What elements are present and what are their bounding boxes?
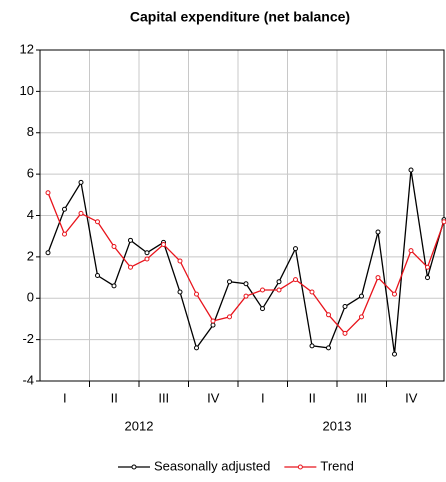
quarter-label: I (63, 390, 67, 405)
point (194, 291, 199, 297)
point (359, 293, 364, 299)
point (78, 210, 84, 216)
point (243, 293, 249, 299)
point (227, 314, 232, 320)
legend-marker (297, 464, 303, 470)
y-tick-label: 6 (27, 166, 34, 181)
legend-label: Trend (320, 458, 353, 473)
point (62, 231, 67, 237)
quarter-label: III (356, 390, 367, 405)
y-tick-label: 12 (20, 41, 34, 56)
point (293, 246, 298, 252)
year-label: 2012 (125, 418, 154, 433)
point (375, 275, 381, 281)
point (342, 330, 348, 336)
y-tick-label: 4 (27, 207, 34, 222)
point (194, 345, 199, 351)
point (177, 258, 183, 264)
point (111, 283, 117, 289)
point (95, 219, 100, 225)
year-label: 2013 (323, 418, 352, 433)
quarter-label: II (111, 390, 118, 405)
point (144, 256, 150, 262)
point (375, 229, 381, 235)
point (128, 237, 133, 243)
point (210, 318, 216, 324)
quarter-label: I (261, 390, 265, 405)
series-line (47, 192, 445, 335)
point (45, 250, 51, 256)
point (392, 291, 397, 297)
point (408, 167, 414, 173)
point (95, 272, 100, 278)
y-tick-label: -2 (22, 331, 34, 346)
y-tick-label: -4 (22, 372, 34, 387)
chart-title: Capital expenditure (net balance) (130, 9, 350, 25)
point (425, 275, 430, 281)
point (45, 190, 51, 196)
point (78, 179, 84, 185)
plot-frame (39, 49, 445, 382)
quarter-label: III (158, 390, 169, 405)
point (210, 322, 216, 328)
legend-marker (131, 464, 137, 470)
quarter-label: IV (207, 390, 220, 405)
y-tick-label: 0 (27, 290, 34, 305)
legend-label: Seasonally adjusted (154, 458, 270, 473)
point (276, 287, 282, 293)
point (425, 264, 430, 270)
point (326, 312, 331, 318)
series-line (47, 169, 445, 355)
point (392, 351, 397, 357)
point (359, 314, 364, 320)
point (441, 219, 446, 225)
point (342, 304, 348, 310)
point (309, 343, 315, 349)
point (62, 206, 67, 212)
point (161, 241, 166, 247)
y-tick-label: 10 (20, 83, 34, 98)
point (309, 289, 315, 295)
point (111, 244, 117, 250)
quarter-label: II (309, 390, 316, 405)
point (326, 345, 331, 351)
point (408, 248, 414, 254)
point (243, 281, 249, 287)
point (128, 264, 133, 270)
y-tick-label: 2 (27, 248, 34, 263)
point (260, 287, 265, 293)
point (260, 306, 265, 312)
point (177, 289, 183, 295)
point (144, 250, 150, 256)
quarter-label: IV (405, 390, 418, 405)
point (227, 279, 232, 285)
point (293, 277, 298, 283)
point (276, 279, 282, 285)
y-tick-label: 8 (27, 124, 34, 139)
